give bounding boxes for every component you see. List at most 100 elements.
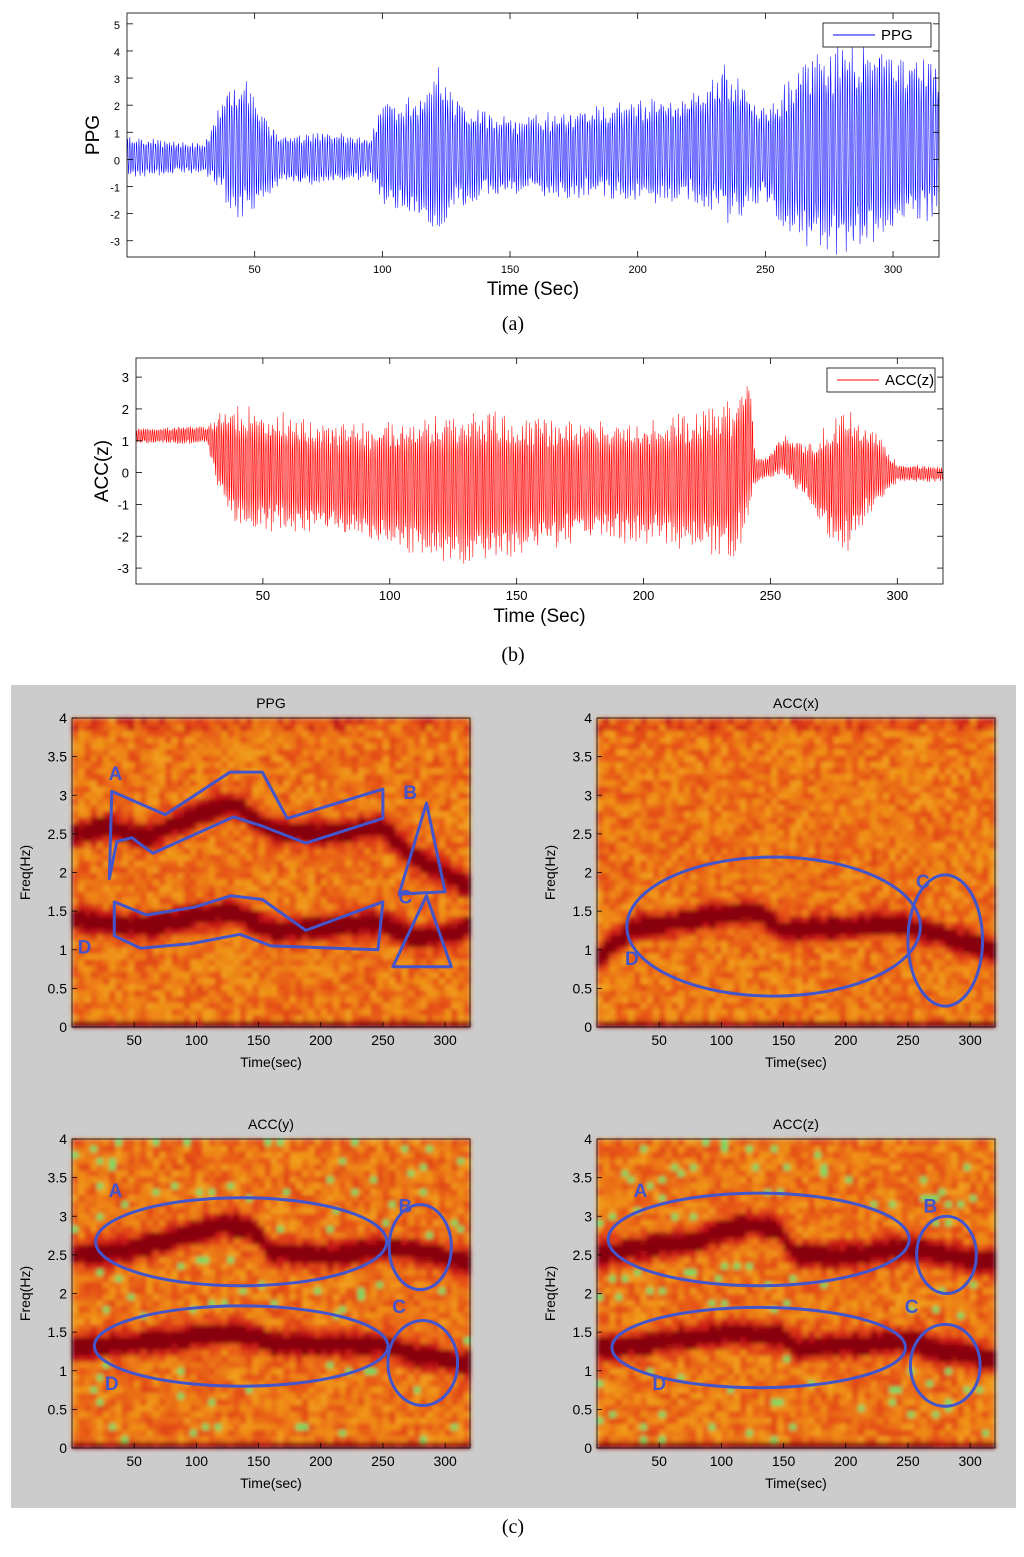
heatmap-cell bbox=[451, 737, 458, 744]
heatmap-cell bbox=[377, 860, 384, 867]
heatmap-cell bbox=[215, 866, 222, 873]
heatmap-cell bbox=[358, 798, 365, 805]
heatmap-cell bbox=[433, 903, 440, 910]
heatmap-cell bbox=[259, 891, 266, 898]
heatmap-cell bbox=[408, 953, 415, 960]
heatmap-cell bbox=[753, 922, 760, 929]
heatmap-cell bbox=[414, 1009, 421, 1016]
heatmap-cell bbox=[777, 737, 784, 744]
heatmap-cell bbox=[140, 885, 147, 892]
heatmap-cell bbox=[184, 737, 191, 744]
heatmap-cell bbox=[451, 897, 458, 904]
heatmap-cell bbox=[771, 922, 778, 929]
heatmap-cell bbox=[134, 953, 141, 960]
heatmap-cell bbox=[203, 835, 210, 842]
heatmap-cell bbox=[358, 922, 365, 929]
heatmap-cell bbox=[703, 916, 710, 923]
heatmap-cell bbox=[159, 854, 166, 861]
heatmap-cell bbox=[308, 916, 315, 923]
heatmap-cell bbox=[271, 922, 278, 929]
heatmap-cell bbox=[184, 774, 191, 781]
heatmap-cell bbox=[84, 971, 91, 978]
heatmap-cell bbox=[196, 978, 203, 985]
heatmap-cell bbox=[358, 990, 365, 997]
heatmap-cell bbox=[721, 786, 728, 793]
heatmap-cell bbox=[178, 885, 185, 892]
heatmap-cell bbox=[672, 780, 679, 787]
heatmap-cell bbox=[134, 885, 141, 892]
heatmap-cell bbox=[383, 922, 390, 929]
heatmap-cell bbox=[734, 780, 741, 787]
heatmap-cell bbox=[451, 1009, 458, 1016]
heatmap-cell bbox=[116, 941, 123, 948]
heatmap-cell bbox=[190, 897, 197, 904]
heatmap-cell bbox=[597, 755, 604, 762]
heatmap-cell bbox=[420, 866, 427, 873]
heatmap-cell bbox=[283, 842, 290, 849]
heatmap-cell bbox=[290, 990, 297, 997]
heatmap-cell bbox=[433, 786, 440, 793]
heatmap-cell bbox=[784, 922, 791, 929]
heatmap-cell bbox=[333, 860, 340, 867]
heatmap-cell bbox=[97, 835, 104, 842]
heatmap-cell bbox=[728, 774, 735, 781]
heatmap-cell bbox=[653, 718, 660, 725]
heatmap-cell bbox=[153, 842, 160, 849]
heatmap-cell bbox=[184, 885, 191, 892]
heatmap-cell bbox=[653, 916, 660, 923]
heatmap-cell bbox=[153, 774, 160, 781]
heatmap-cell bbox=[103, 1015, 110, 1022]
heatmap-cell bbox=[678, 891, 685, 898]
heatmap-cell bbox=[252, 990, 259, 997]
heatmap-cell bbox=[653, 947, 660, 954]
heatmap-cell bbox=[271, 737, 278, 744]
heatmap-cell bbox=[147, 866, 154, 873]
heatmap-cell bbox=[91, 835, 98, 842]
heatmap-cell bbox=[277, 786, 284, 793]
heatmap-cell bbox=[140, 860, 147, 867]
heatmap-cell bbox=[622, 749, 629, 756]
heatmap-cell bbox=[190, 786, 197, 793]
heatmap-cell bbox=[184, 866, 191, 873]
heatmap-cell bbox=[290, 848, 297, 855]
heatmap-cell bbox=[97, 941, 104, 948]
heatmap-cell bbox=[665, 897, 672, 904]
heatmap-cell bbox=[339, 835, 346, 842]
heatmap-cell bbox=[265, 959, 272, 966]
heatmap-cell bbox=[122, 749, 129, 756]
heatmap-cell bbox=[165, 916, 172, 923]
heatmap-cell bbox=[153, 978, 160, 985]
heatmap-cell bbox=[134, 891, 141, 898]
heatmap-cell bbox=[402, 761, 409, 768]
heatmap-cell bbox=[603, 965, 610, 972]
heatmap-cell bbox=[395, 860, 402, 867]
heatmap-cell bbox=[433, 990, 440, 997]
heatmap-cell bbox=[271, 811, 278, 818]
heatmap-cell bbox=[178, 811, 185, 818]
heatmap-cell bbox=[647, 978, 654, 985]
heatmap-cell bbox=[445, 922, 452, 929]
heatmap-cell bbox=[265, 971, 272, 978]
heatmap-cell bbox=[433, 774, 440, 781]
heatmap-cell bbox=[709, 916, 716, 923]
heatmap-cell bbox=[709, 1021, 716, 1028]
heatmap-cell bbox=[165, 749, 172, 756]
heatmap-cell bbox=[159, 761, 166, 768]
heatmap-cell bbox=[190, 928, 197, 935]
heatmap-cell bbox=[190, 885, 197, 892]
heatmap-cell bbox=[672, 829, 679, 836]
heatmap-cell bbox=[234, 971, 241, 978]
heatmap-cell bbox=[140, 817, 147, 824]
heatmap-cell bbox=[296, 829, 303, 836]
heatmap-cell bbox=[746, 885, 753, 892]
heatmap-cell bbox=[234, 953, 241, 960]
heatmap-cell bbox=[221, 761, 228, 768]
heatmap-cell bbox=[647, 1009, 654, 1016]
heatmap-cell bbox=[140, 730, 147, 737]
heatmap-cell bbox=[678, 805, 685, 812]
heatmap-cell bbox=[771, 737, 778, 744]
heatmap-cell bbox=[647, 916, 654, 923]
heatmap-cell bbox=[439, 724, 446, 731]
heatmap-cell bbox=[246, 879, 253, 886]
heatmap-cell bbox=[414, 1021, 421, 1028]
